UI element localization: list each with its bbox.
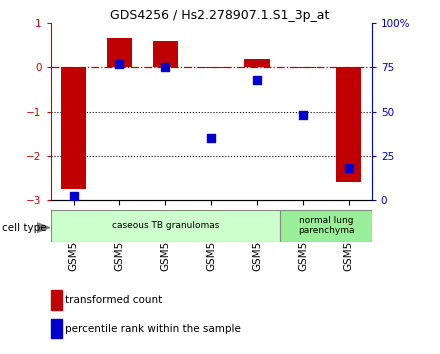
Bar: [245, 59, 270, 67]
Point: [162, 64, 169, 70]
FancyBboxPatch shape: [280, 210, 372, 242]
FancyBboxPatch shape: [51, 210, 280, 242]
Point: [70, 194, 77, 199]
Point: [345, 165, 352, 171]
Point: [300, 112, 307, 118]
Bar: [336, 67, 362, 182]
Point: [208, 135, 215, 141]
Text: transformed count: transformed count: [65, 295, 162, 305]
Bar: [107, 39, 132, 67]
Text: GDS4256 / Hs2.278907.1.S1_3p_at: GDS4256 / Hs2.278907.1.S1_3p_at: [110, 9, 330, 22]
Point: [253, 77, 260, 82]
Bar: [290, 67, 315, 68]
Text: percentile rank within the sample: percentile rank within the sample: [65, 324, 241, 333]
Text: cell type: cell type: [2, 223, 47, 233]
Point: [116, 61, 123, 67]
Text: normal lung
parenchyma: normal lung parenchyma: [298, 216, 354, 235]
Text: caseous TB granulomas: caseous TB granulomas: [112, 221, 219, 230]
Bar: [61, 67, 86, 189]
Bar: [198, 67, 224, 68]
Polygon shape: [37, 223, 50, 232]
Bar: [153, 41, 178, 67]
